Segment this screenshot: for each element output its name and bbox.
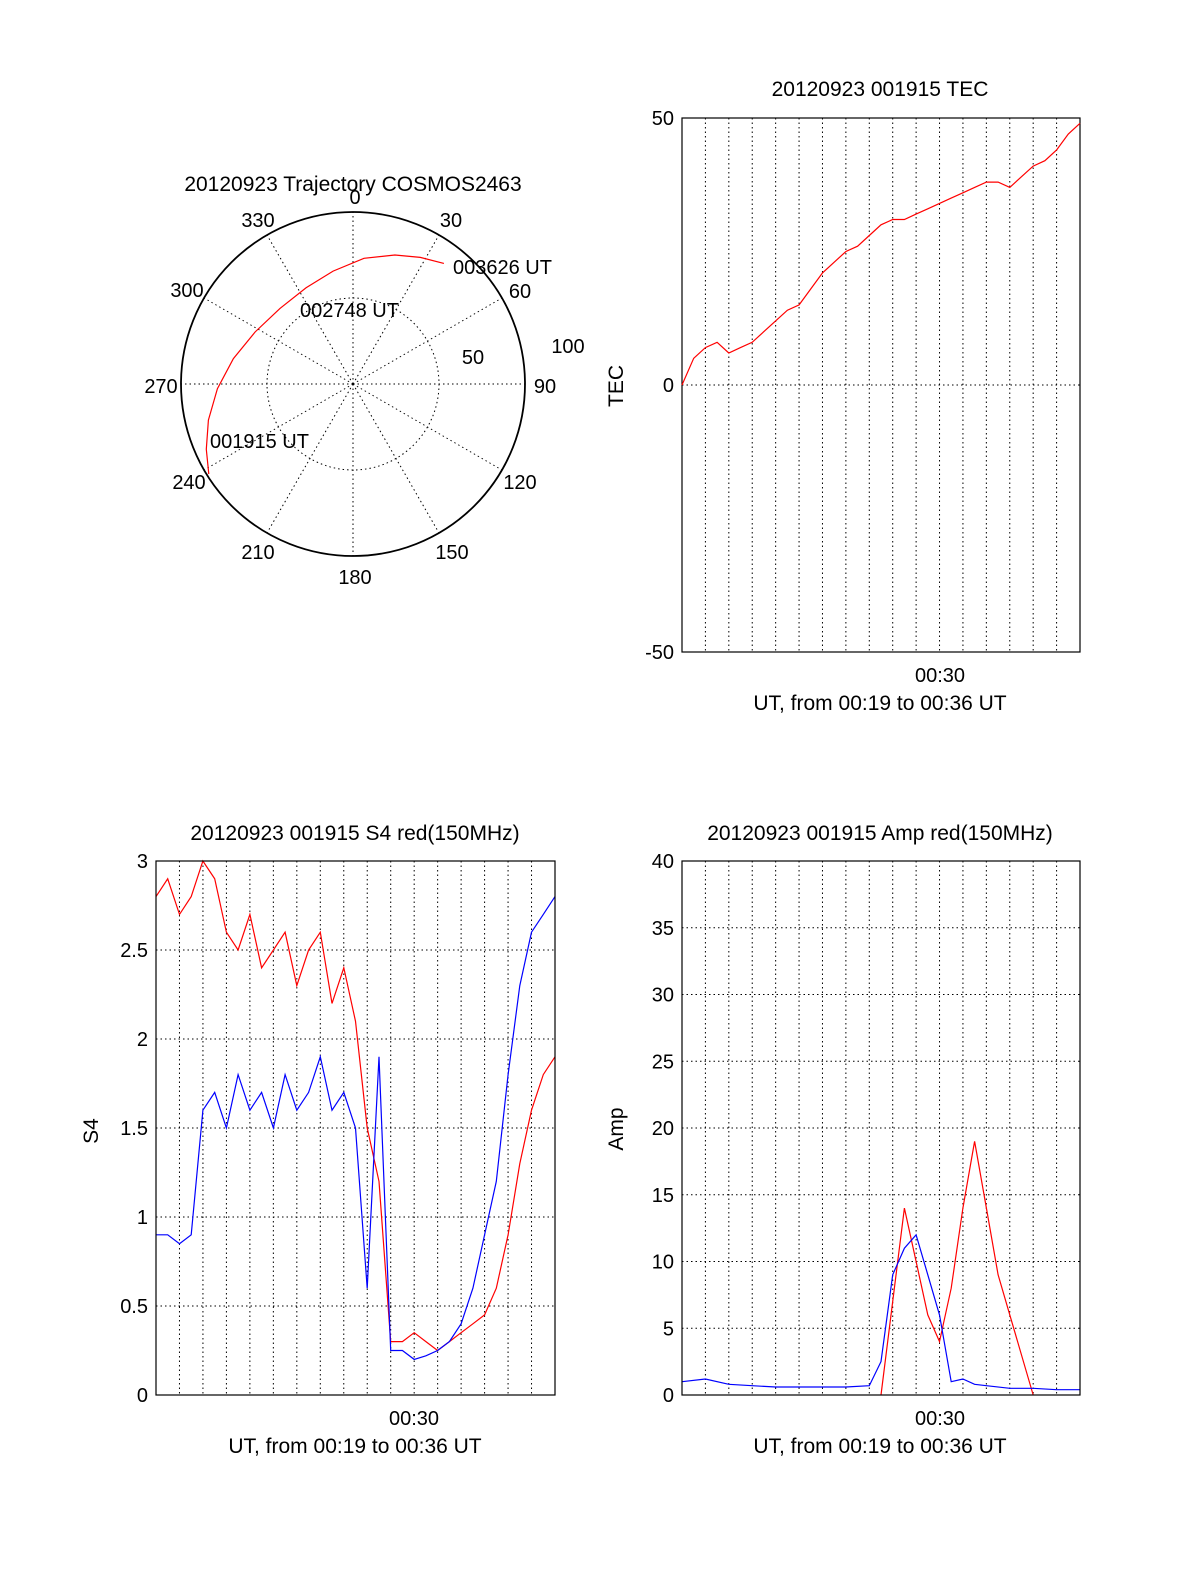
polar-spoke-240	[203, 383, 354, 471]
s4-ytick-1: 1	[137, 1207, 148, 1229]
trajectory-start-label: 001915 UT	[210, 431, 309, 453]
polar-azimuth-label-90: 90	[534, 376, 556, 398]
polar-azimuth-label-210: 210	[241, 542, 274, 564]
amp-ytick-10: 10	[652, 1252, 674, 1274]
polar-azimuth-labels: 0 30 60 90 120 150 180 210 240 270 300 330	[144, 187, 556, 589]
polar-spoke-120	[352, 383, 503, 471]
polar-spoke-300	[203, 297, 354, 385]
s4-blue-series-line	[156, 896, 556, 1361]
amp-grid	[682, 861, 1080, 1395]
tec-ylabel: TEC	[605, 365, 628, 407]
amp-ytick-0: 0	[663, 1385, 674, 1407]
s4-ylabel: S4	[80, 1118, 103, 1144]
polar-azimuth-label-150: 150	[435, 542, 468, 564]
amp-red-series-line	[880, 1141, 1034, 1396]
amp-xtick-0030: 00:30	[915, 1408, 965, 1430]
amp-xlabel: UT, from 00:19 to 00:36 UT	[753, 1435, 1006, 1458]
amp-chart: 20120923 001915 Amp red(150MHz) 0 5 10 15 20…	[605, 822, 1081, 1458]
trajectory-line	[205, 254, 445, 475]
polar-spoke-60	[352, 297, 503, 385]
polar-azimuth-label-120: 120	[503, 472, 536, 494]
amp-ytick-25: 25	[652, 1051, 674, 1073]
s4-ytick-0_5: 0.5	[120, 1296, 148, 1318]
polar-azimuth-label-30: 30	[440, 210, 462, 232]
polar-azimuth-label-330: 330	[241, 210, 274, 232]
trajectory-mid-label: 002748 UT	[300, 300, 399, 322]
tec-ytick-50: 50	[652, 108, 674, 130]
amp-ytick-5: 5	[663, 1318, 674, 1340]
polar-grid	[180, 211, 526, 557]
polar-azimuth-label-300: 300	[170, 280, 203, 302]
polar-radius-label-100: 100	[551, 336, 584, 358]
polar-azimuth-label-270: 270	[144, 376, 177, 398]
amp-chart-title: 20120923 001915 Amp red(150MHz)	[707, 822, 1053, 845]
tec-chart-title: 20120923 001915 TEC	[772, 78, 989, 101]
s4-xlabel: UT, from 00:19 to 00:36 UT	[228, 1435, 481, 1458]
s4-xtick-0030: 00:30	[389, 1408, 439, 1430]
polar-spoke-150	[352, 383, 440, 534]
polar-azimuth-label-180: 180	[338, 567, 371, 589]
polar-radius-label-50: 50	[462, 347, 484, 369]
amp-ytick-labels: 0 5 10 15 20 25 30 35 40	[652, 851, 674, 1407]
tec-ytick-0: 0	[663, 375, 674, 397]
tec-xlabel: UT, from 00:19 to 00:36 UT	[753, 692, 1006, 715]
s4-ytick-0: 0	[137, 1385, 148, 1407]
polar-spoke-30	[352, 234, 440, 385]
amp-ytick-20: 20	[652, 1118, 674, 1140]
tec-xtick-0030: 00:30	[915, 665, 965, 687]
s4-ytick-2: 2	[137, 1029, 148, 1051]
amp-plot-frame	[681, 860, 1081, 1396]
tec-series-line	[681, 122, 1081, 386]
s4-ytick-3: 3	[137, 851, 148, 873]
amp-ytick-40: 40	[652, 851, 674, 873]
tec-ytick-neg50: -50	[645, 642, 674, 664]
s4-plot-frame	[155, 860, 556, 1396]
s4-chart: 20120923 001915 S4 red(150MHz) 0 0.5 1 1.5 2…	[80, 822, 556, 1458]
polar-spoke-330	[266, 234, 354, 385]
s4-ytick-labels: 0 0.5 1 1.5 2 2.5 3	[120, 851, 148, 1407]
polar-azimuth-label-60: 60	[509, 281, 531, 303]
s4-ytick-2_5: 2.5	[120, 940, 148, 962]
amp-ytick-15: 15	[652, 1185, 674, 1207]
s4-chart-title: 20120923 001915 S4 red(150MHz)	[190, 822, 519, 845]
polar-azimuth-label-0: 0	[349, 187, 360, 209]
polar-azimuth-label-240: 240	[172, 472, 205, 494]
s4-red-series-line	[155, 859, 556, 1352]
tec-grid	[682, 118, 1080, 652]
polar-trajectory-chart: 20120923 Trajectory COSMOS2463 0 30 60 90 12…	[144, 173, 584, 589]
amp-ylabel: Amp	[605, 1107, 628, 1150]
s4-ytick-1_5: 1.5	[120, 1118, 148, 1140]
trajectory-end-label: 003626 UT	[453, 257, 552, 279]
tec-chart: 20120923 001915 TEC 50 0 -50 00:30 UT, f…	[605, 78, 1081, 715]
polar-chart-title: 20120923 Trajectory COSMOS2463	[184, 173, 521, 196]
amp-blue-series-line	[681, 1233, 1080, 1391]
polar-spoke-210	[266, 383, 354, 534]
amp-ytick-30: 30	[652, 985, 674, 1007]
amp-ytick-35: 35	[652, 918, 674, 940]
